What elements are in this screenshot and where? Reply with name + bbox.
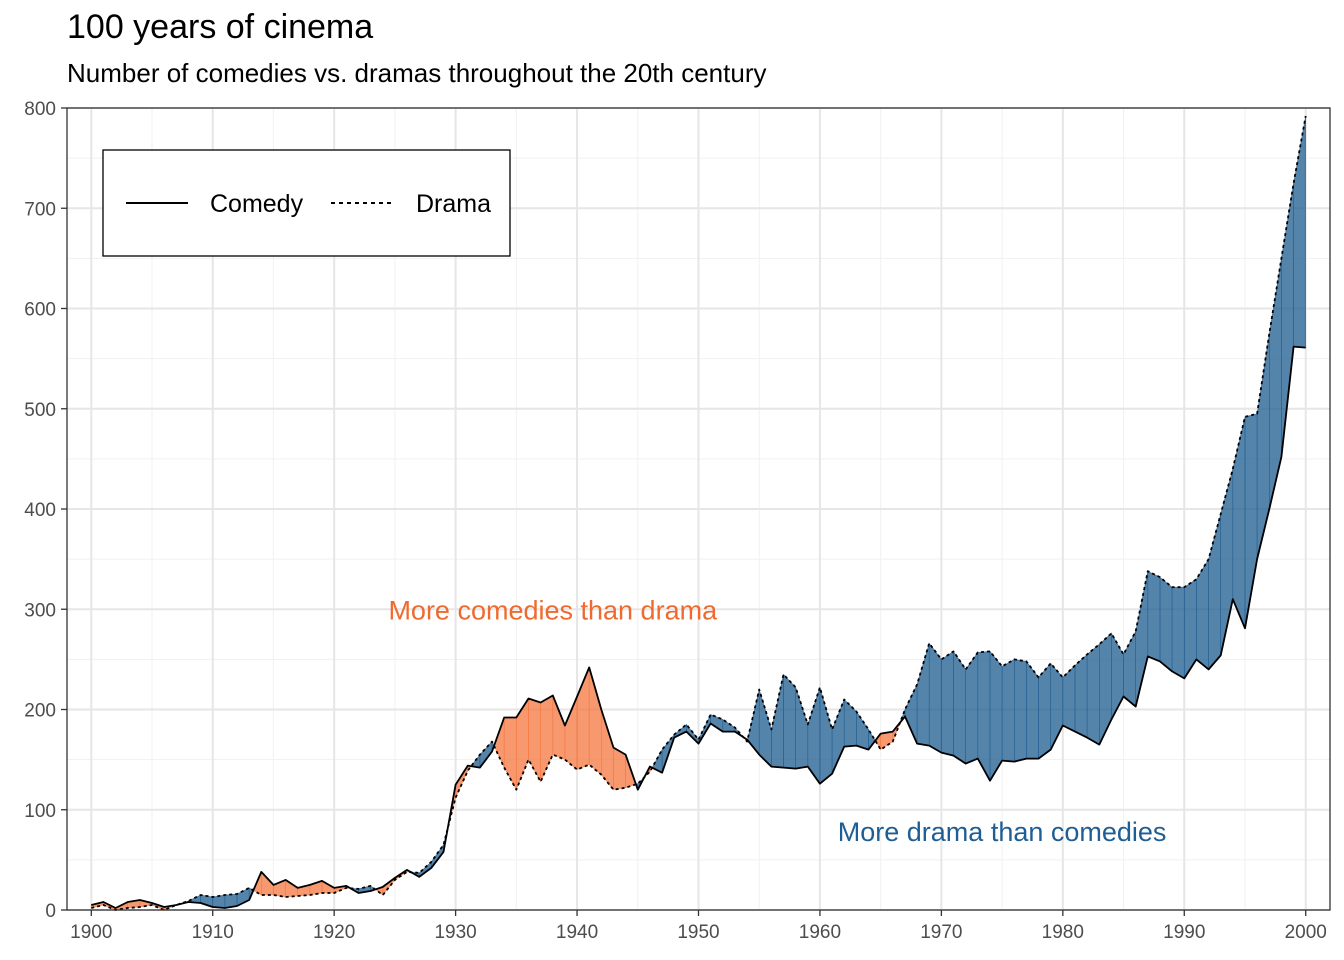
ribbon-more-comedy [588,667,602,776]
x-tick-label: 1900 [70,922,112,943]
x-tick-label: 1960 [799,922,841,943]
ribbon-more-drama [965,651,979,765]
annotation-more-drama: More drama than comedies [838,817,1167,847]
ribbon-more-drama [1269,258,1282,510]
y-tick-label: 500 [24,400,56,421]
ribbon-more-drama [831,699,845,774]
ribbon-more-comedy [552,695,566,761]
ribbon-more-drama [1232,416,1246,629]
ribbon-more-drama [710,714,724,733]
ribbon-more-drama [1086,643,1100,746]
ribbon-more-drama [1159,576,1173,673]
ribbon-more-drama [916,643,930,746]
ribbon-more-drama [843,698,857,747]
ribbon-more-comedy [285,879,299,898]
x-tick-label: 1970 [920,922,962,943]
ribbon-more-drama [953,650,967,765]
ribbon-more-drama [1001,658,1015,762]
ribbon-more-drama [941,650,954,756]
ribbon-more-comedy [892,722,901,742]
ribbon-more-drama [1123,631,1136,708]
ribbon-more-drama [928,642,942,754]
chart-title: 100 years of cinema [67,8,374,46]
ribbon-more-comedy [515,697,529,790]
y-tick-label: 400 [24,500,56,521]
ribbon-more-drama [1074,653,1088,739]
ribbon-more-drama [1013,659,1027,762]
ribbon-more-drama [783,673,797,769]
legend-label-drama: Drama [416,190,491,218]
ribbon-more-drama [1256,333,1270,560]
x-tick-label: 1990 [1163,922,1205,943]
y-tick-label: 300 [24,600,56,621]
ribbon-more-drama [1135,571,1149,707]
ribbon-more-comedy [600,709,614,791]
y-tick-label: 700 [24,199,56,220]
legend: Comedy Drama [102,149,511,257]
ribbon-more-drama [819,687,833,785]
y-tick-label: 600 [24,300,56,321]
x-tick-label: 1940 [556,922,598,943]
y-tick-label: 100 [24,801,56,822]
ribbon-more-drama [1147,570,1161,662]
drama-line [91,115,1307,911]
x-tick-label: 1950 [677,922,719,943]
ribbon-more-comedy [528,698,541,782]
annotation-more-comedies: More comedies than drama [388,595,718,625]
x-tick-label: 2000 [1285,922,1327,943]
legend-label-comedy: Comedy [210,190,304,218]
ribbon-more-drama [904,684,918,744]
x-tick-label: 1910 [192,922,234,943]
y-tick-label: 800 [24,99,56,120]
x-tick-label: 1930 [434,922,476,943]
y-tick-label: 0 [45,901,56,922]
chart-subtitle: Number of comedies vs. dramas throughout… [67,58,767,88]
ribbon-more-drama [1038,662,1051,760]
ribbon-more-drama [856,710,869,751]
ribbon-more-drama [1099,632,1112,745]
ribbon-more-drama [212,894,226,909]
ribbon-more-drama [758,689,772,768]
x-tick-label: 1980 [1042,922,1084,943]
ribbon-more-drama [1171,586,1185,679]
ribbon-more-drama [989,650,1003,782]
ribbon-more-drama [771,674,784,768]
ribbon-more-comedy [564,696,578,771]
y-tick-label: 200 [24,701,56,722]
comedy-line [91,345,1306,909]
x-tick-label: 1920 [313,922,355,943]
ribbon-more-drama [795,687,809,769]
ribbon-more-drama [747,689,760,756]
ribbon-more-comedy [880,731,894,751]
